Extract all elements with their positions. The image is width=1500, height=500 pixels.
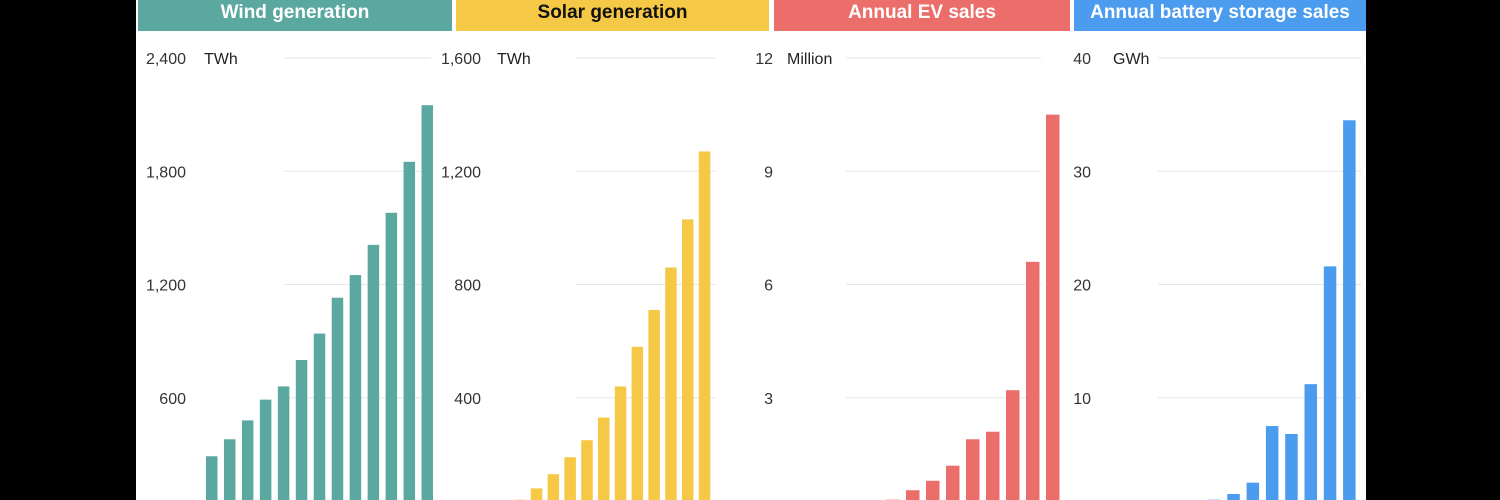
bar (1285, 433, 1298, 500)
bar (259, 399, 272, 500)
unit-label: GWh (1113, 51, 1149, 68)
bar (295, 360, 308, 500)
bar (277, 386, 290, 500)
bar (926, 480, 940, 500)
bar (385, 212, 398, 500)
bar (1046, 114, 1060, 500)
bar (1227, 494, 1240, 500)
bar (241, 420, 254, 500)
unit-label: Million (787, 51, 832, 68)
y-tick-label: 10 (1073, 391, 1091, 408)
bar (986, 431, 1000, 500)
bar (331, 297, 344, 500)
bar (530, 488, 543, 500)
bar (403, 161, 416, 500)
bar (223, 439, 236, 500)
y-tick-label: 1,800 (146, 164, 186, 181)
bar (206, 456, 218, 500)
y-tick-label: 400 (454, 391, 481, 408)
bar (698, 151, 711, 500)
bar (1343, 120, 1356, 500)
bar (598, 417, 610, 500)
y-tick-label: 600 (159, 391, 186, 408)
panel-title-solar: Solar generation (456, 0, 769, 31)
bar (1323, 266, 1337, 500)
y-tick-label: 800 (454, 278, 481, 295)
bar (367, 244, 380, 500)
y-tick-label: 12 (755, 51, 773, 68)
y-tick-label: 6 (764, 278, 773, 295)
bar (581, 440, 593, 500)
bar (1265, 426, 1279, 500)
y-tick-label: 1,200 (441, 164, 481, 181)
y-tick-label: 20 (1073, 278, 1091, 295)
bar (614, 386, 627, 500)
bar (349, 275, 362, 500)
bar (421, 105, 434, 500)
charts-svg: 600 1,200 1,800 2,400 TWh 400 800 1,200 1,600 TWh… (146, 51, 1361, 500)
bar (665, 267, 677, 500)
y-tick-label: 1,600 (441, 51, 481, 68)
bar (631, 346, 644, 500)
bar (313, 333, 326, 500)
bar (1304, 384, 1317, 500)
panel-title-wind: Wind generation (138, 0, 452, 31)
bar (648, 309, 660, 500)
chart-panel: Wind generation Solar generation Annual … (136, 0, 1366, 500)
panel-title-ev: Annual EV sales (774, 0, 1070, 31)
y-tick-label: 9 (764, 164, 773, 181)
bar (906, 490, 920, 500)
bar (946, 465, 960, 500)
y-tick-label: 2,400 (146, 51, 186, 68)
bar (547, 474, 560, 500)
y-tick-label: 3 (764, 391, 773, 408)
bar (1246, 482, 1260, 500)
unit-label: TWh (204, 51, 238, 68)
y-tick-label: 1,200 (146, 278, 186, 295)
bar (564, 457, 576, 500)
unit-label: TWh (497, 51, 531, 68)
bar (1006, 390, 1020, 500)
bar (682, 219, 694, 500)
y-tick-label: 30 (1073, 164, 1091, 181)
bar (966, 439, 980, 500)
panel-title-battery: Annual battery storage sales (1074, 0, 1366, 31)
bar (1026, 261, 1040, 500)
y-tick-label: 40 (1073, 51, 1091, 68)
